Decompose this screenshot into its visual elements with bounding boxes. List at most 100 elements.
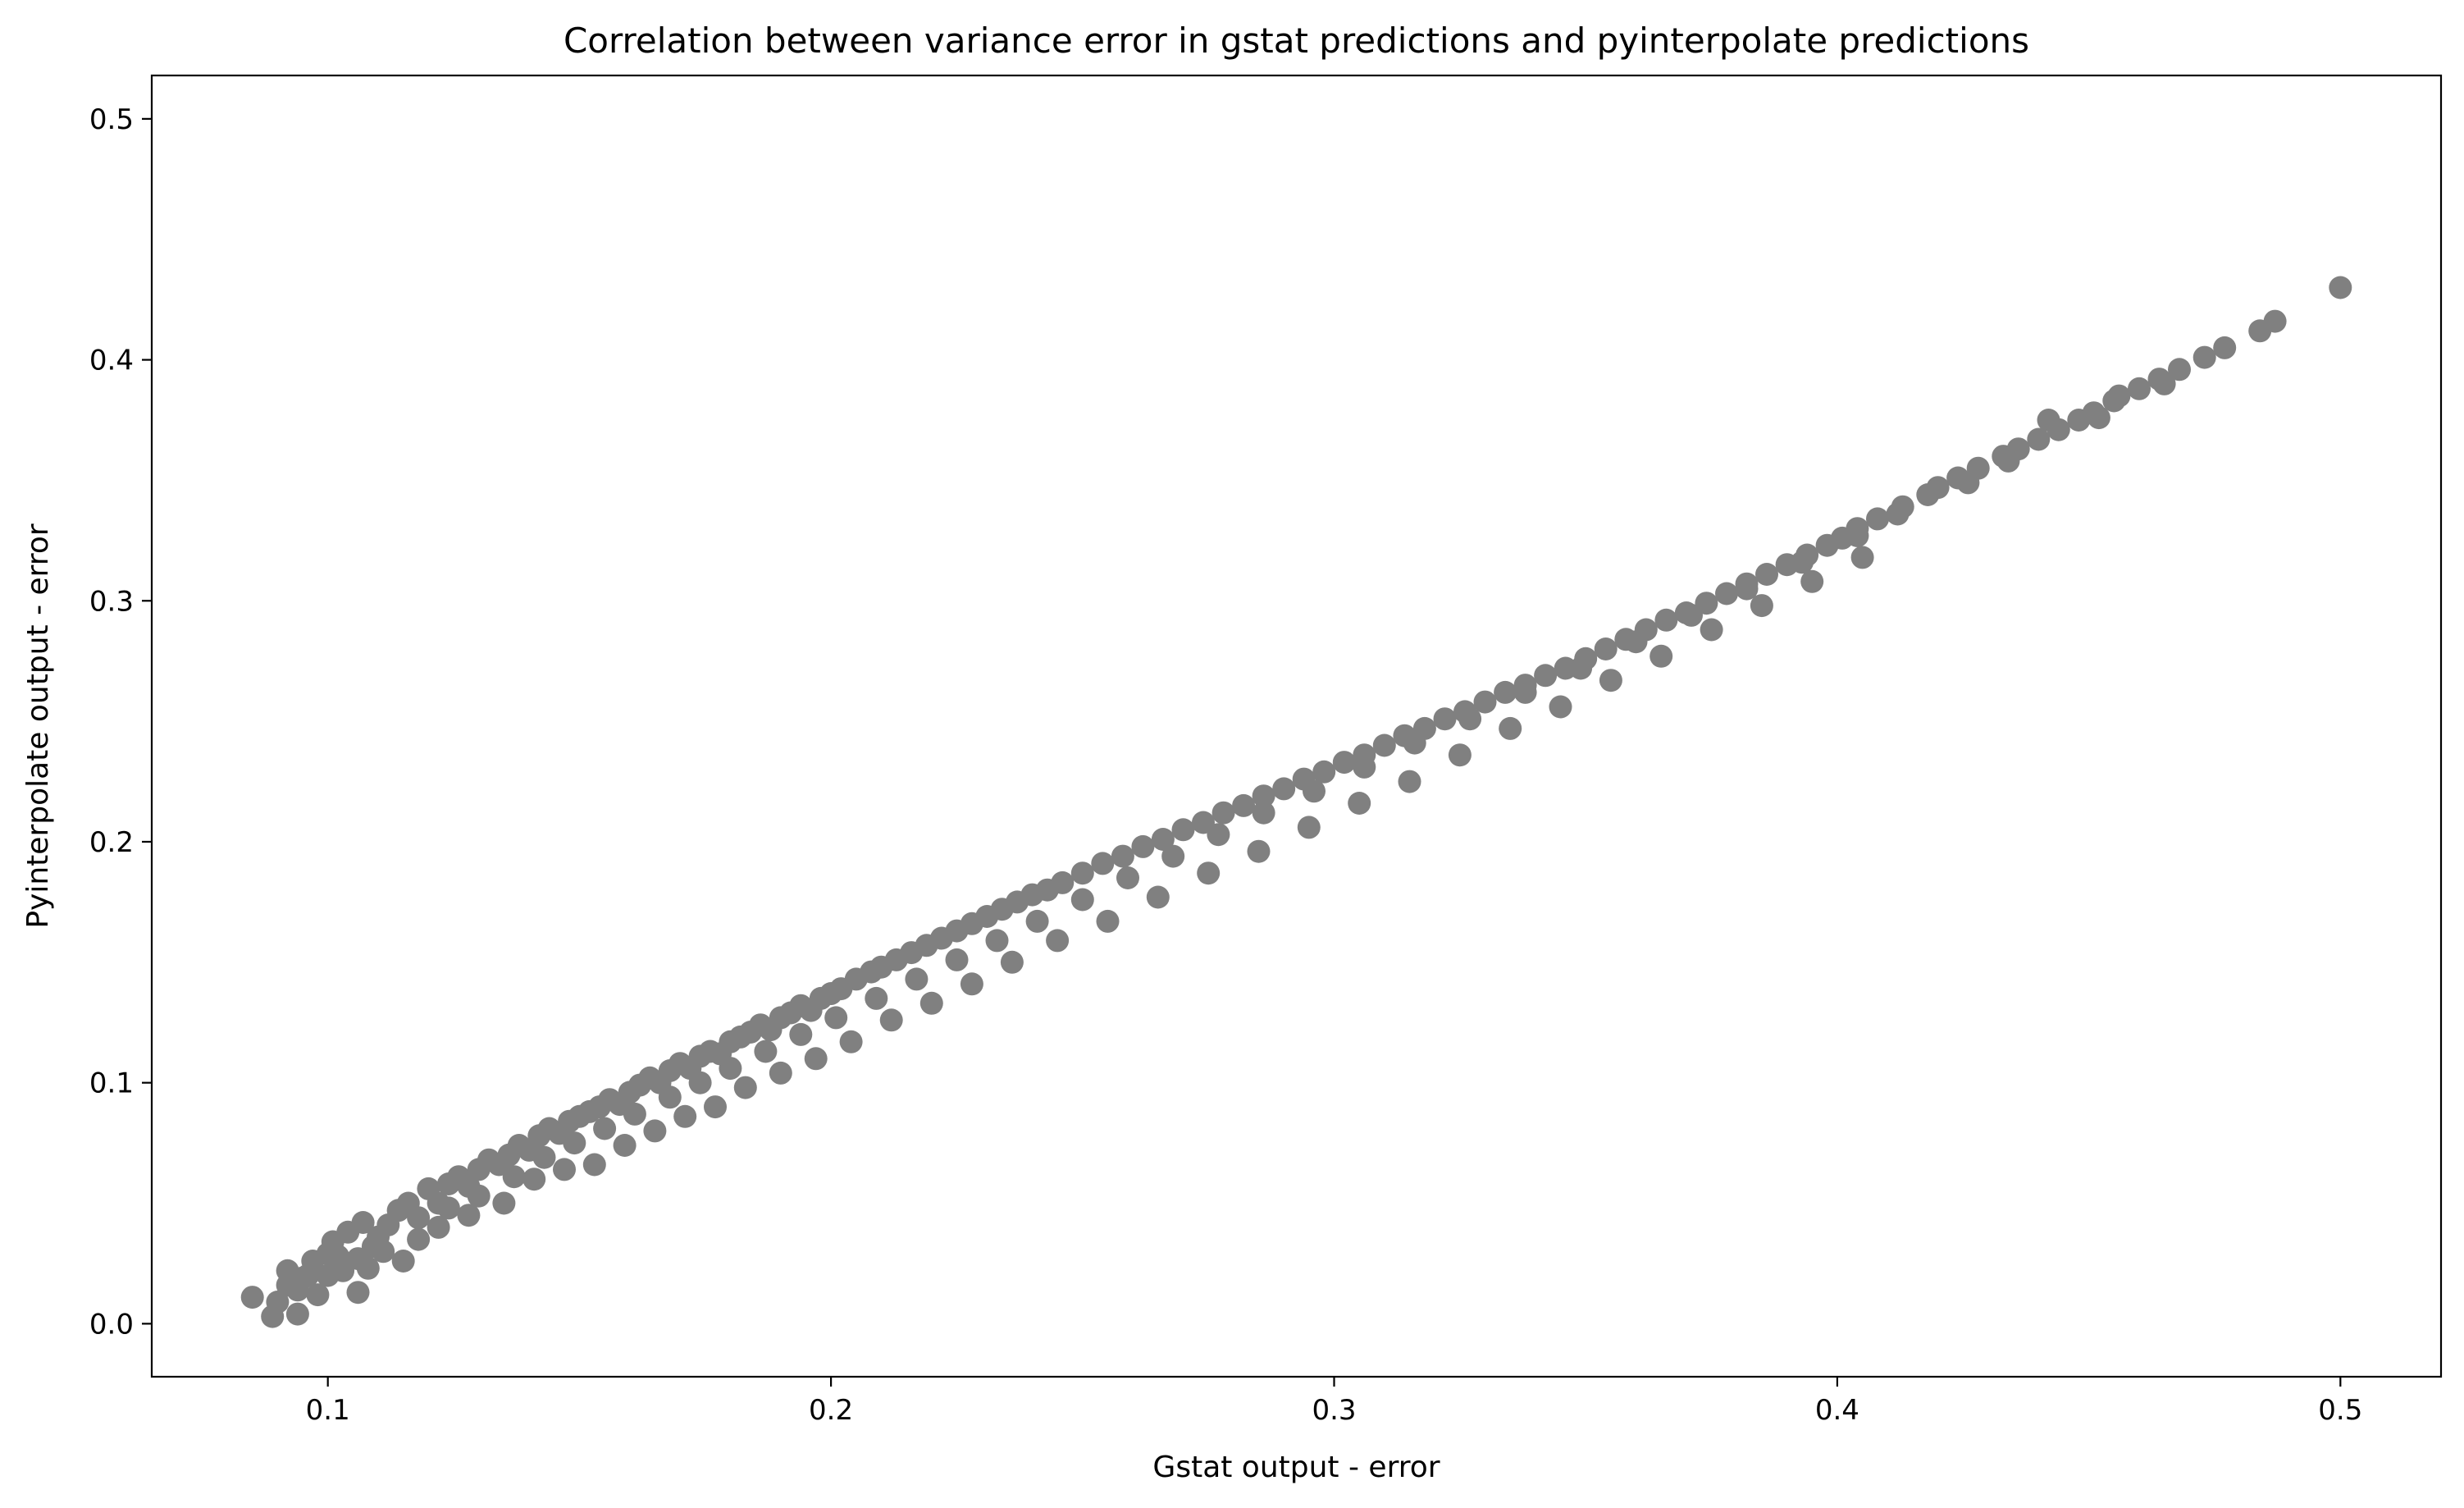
data-point [1448,743,1472,767]
x-tick-label: 0.3 [1312,1394,1356,1427]
data-point [1735,577,1759,601]
data-point [407,1227,431,1251]
data-point [1146,885,1170,909]
data-point [532,1145,556,1169]
data-point [1353,755,1376,779]
data-point [1866,507,1889,531]
data-point [346,1281,370,1305]
data-point [2168,358,2191,382]
y-tick-label: 0.2 [89,826,134,859]
y-tick-label: 0.3 [89,585,134,618]
data-point [2087,406,2110,430]
data-point [1800,569,1824,593]
data-point [879,1008,903,1032]
data-point [1750,594,1773,618]
x-tick-label: 0.2 [809,1394,853,1427]
data-point [673,1104,697,1128]
x-tick-label: 0.5 [2318,1394,2362,1427]
data-point [1247,839,1271,863]
x-tick-label: 0.1 [306,1394,350,1427]
data-point [407,1206,431,1230]
data-point [1116,866,1139,889]
data-point [593,1117,617,1140]
data-point [522,1168,546,1191]
data-point [1207,823,1230,847]
data-point [1272,777,1296,801]
y-tick-label: 0.0 [89,1308,134,1341]
data-point [704,1095,727,1119]
y-tick-label: 0.5 [89,103,134,136]
data-point [427,1215,450,1239]
data-point [769,1061,792,1085]
data-point [2027,427,2051,451]
data-point [1534,664,1558,688]
data-point [905,967,929,991]
data-point [1252,784,1275,808]
data-point [1624,630,1648,654]
chart-title: Correlation between variance error in gs… [564,21,2029,61]
data-point [1111,844,1134,868]
data-point [658,1085,682,1109]
x-axis-ticks: 0.1 0.2 0.3 0.4 0.5 [306,1377,2362,1427]
data-point [613,1134,637,1157]
data-point [1297,816,1321,839]
data-point [1211,801,1235,825]
data-point [1046,929,1070,953]
data-point [1755,563,1778,586]
data-point [553,1158,576,1181]
plot-area-frame [150,74,2443,1378]
data-point [1332,751,1356,775]
data-point [1091,852,1115,875]
data-point [839,1030,863,1053]
data-point [2037,409,2060,432]
data-point [945,948,969,971]
data-point [1494,680,1517,704]
data-point [1232,793,1256,817]
data-point [1348,792,1371,815]
data-point [1594,637,1618,660]
data-point [391,1250,415,1273]
data-point [1070,888,1094,912]
data-point [316,1264,340,1287]
data-point [2107,384,2131,408]
data-point [789,1022,813,1046]
y-axis-label: Pyinterpolate output - error [21,523,55,929]
data-point [1654,608,1678,632]
data-point [754,1040,778,1063]
data-point [1680,603,1703,627]
data-point [2152,372,2176,395]
data-point [985,929,1009,953]
data-point [824,1006,848,1030]
data-point [1513,680,1537,704]
data-point [865,986,888,1010]
data-point [1070,861,1094,885]
data-point [1000,950,1024,974]
data-point [1886,502,1910,526]
data-point [563,1131,586,1155]
data-point [2329,276,2352,299]
y-axis-ticks: 0.0 0.1 0.2 0.3 0.4 0.5 [89,103,152,1341]
y-tick-label: 0.1 [89,1067,134,1100]
data-point [372,1240,395,1264]
data-point [1151,828,1175,851]
data-point [1161,844,1185,868]
x-tick-label: 0.4 [1815,1394,1859,1427]
data-point [1252,801,1275,825]
x-axis-label: Gstat output - error [1152,1451,1440,1484]
data-point [2263,309,2287,333]
data-point [1569,656,1593,680]
data-point [804,1047,828,1071]
data-point [1403,731,1426,755]
data-point [2193,345,2216,369]
data-point [266,1291,290,1314]
data-point [1850,546,1874,569]
data-point [1791,551,1814,574]
data-point [285,1302,309,1326]
data-point [1926,476,1950,500]
data-point [2213,336,2237,359]
data-point [1996,449,2020,473]
data-point [1025,909,1049,933]
data-point [457,1204,481,1227]
data-point [240,1286,264,1309]
data-point [960,972,983,996]
